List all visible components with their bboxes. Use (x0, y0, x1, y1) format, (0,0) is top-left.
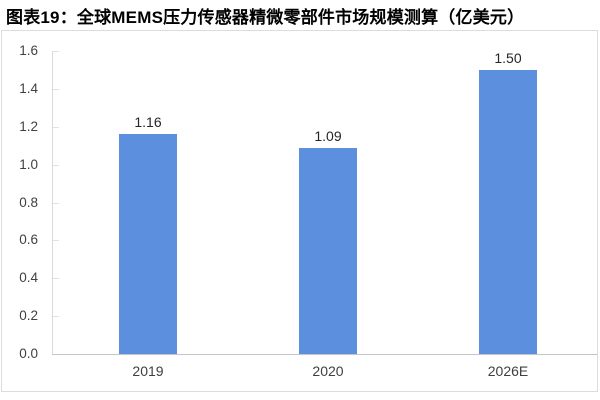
y-axis-tick-label: 1.6 (19, 43, 38, 58)
y-axis-tick-mark (53, 88, 59, 90)
x-axis-category-label: 2020 (312, 363, 344, 379)
bar-value-label: 1.09 (314, 127, 342, 144)
bar-2019 (119, 134, 177, 354)
y-axis-line (52, 51, 53, 354)
bar-2020 (299, 147, 357, 354)
y-axis-tick-label: 0.8 (19, 194, 38, 210)
y-axis-tick-label: 0.0 (19, 346, 38, 361)
y-axis-tick-mark (53, 126, 59, 128)
x-axis-category-label: 2019 (132, 363, 164, 379)
y-axis-tick-mark (53, 202, 59, 204)
bar-chart: 0.0 0.2 0.4 0.6 0.8 1.0 1.2 1.4 1.6 1.16 2019 1.09 2… (1, 30, 598, 392)
y-axis-tick-label: 1.2 (19, 118, 38, 134)
y-axis-tick-label: 1.4 (19, 80, 38, 96)
y-axis-tick-label: 0.2 (19, 308, 38, 324)
y-axis-tick-mark (53, 316, 59, 318)
y-axis-tick-label: 0.4 (19, 270, 38, 286)
y-axis-tick-mark (53, 240, 59, 242)
x-axis-line (52, 354, 597, 355)
x-axis-category-label: 2026E (487, 363, 529, 379)
y-axis-tick-mark (53, 164, 59, 166)
bar-value-label: 1.16 (134, 114, 162, 131)
bar-2026E (479, 69, 537, 354)
y-axis-tick-label: 1.0 (19, 156, 38, 172)
y-axis-tick-label: 0.6 (19, 232, 38, 248)
y-axis-tick-mark (53, 278, 59, 280)
chart-title: 图表19：全球MEMS压力传感器精微零部件市场规模测算（亿美元） (6, 8, 525, 27)
bar-value-label: 1.50 (494, 49, 522, 66)
y-axis-tick-mark (53, 51, 59, 52)
